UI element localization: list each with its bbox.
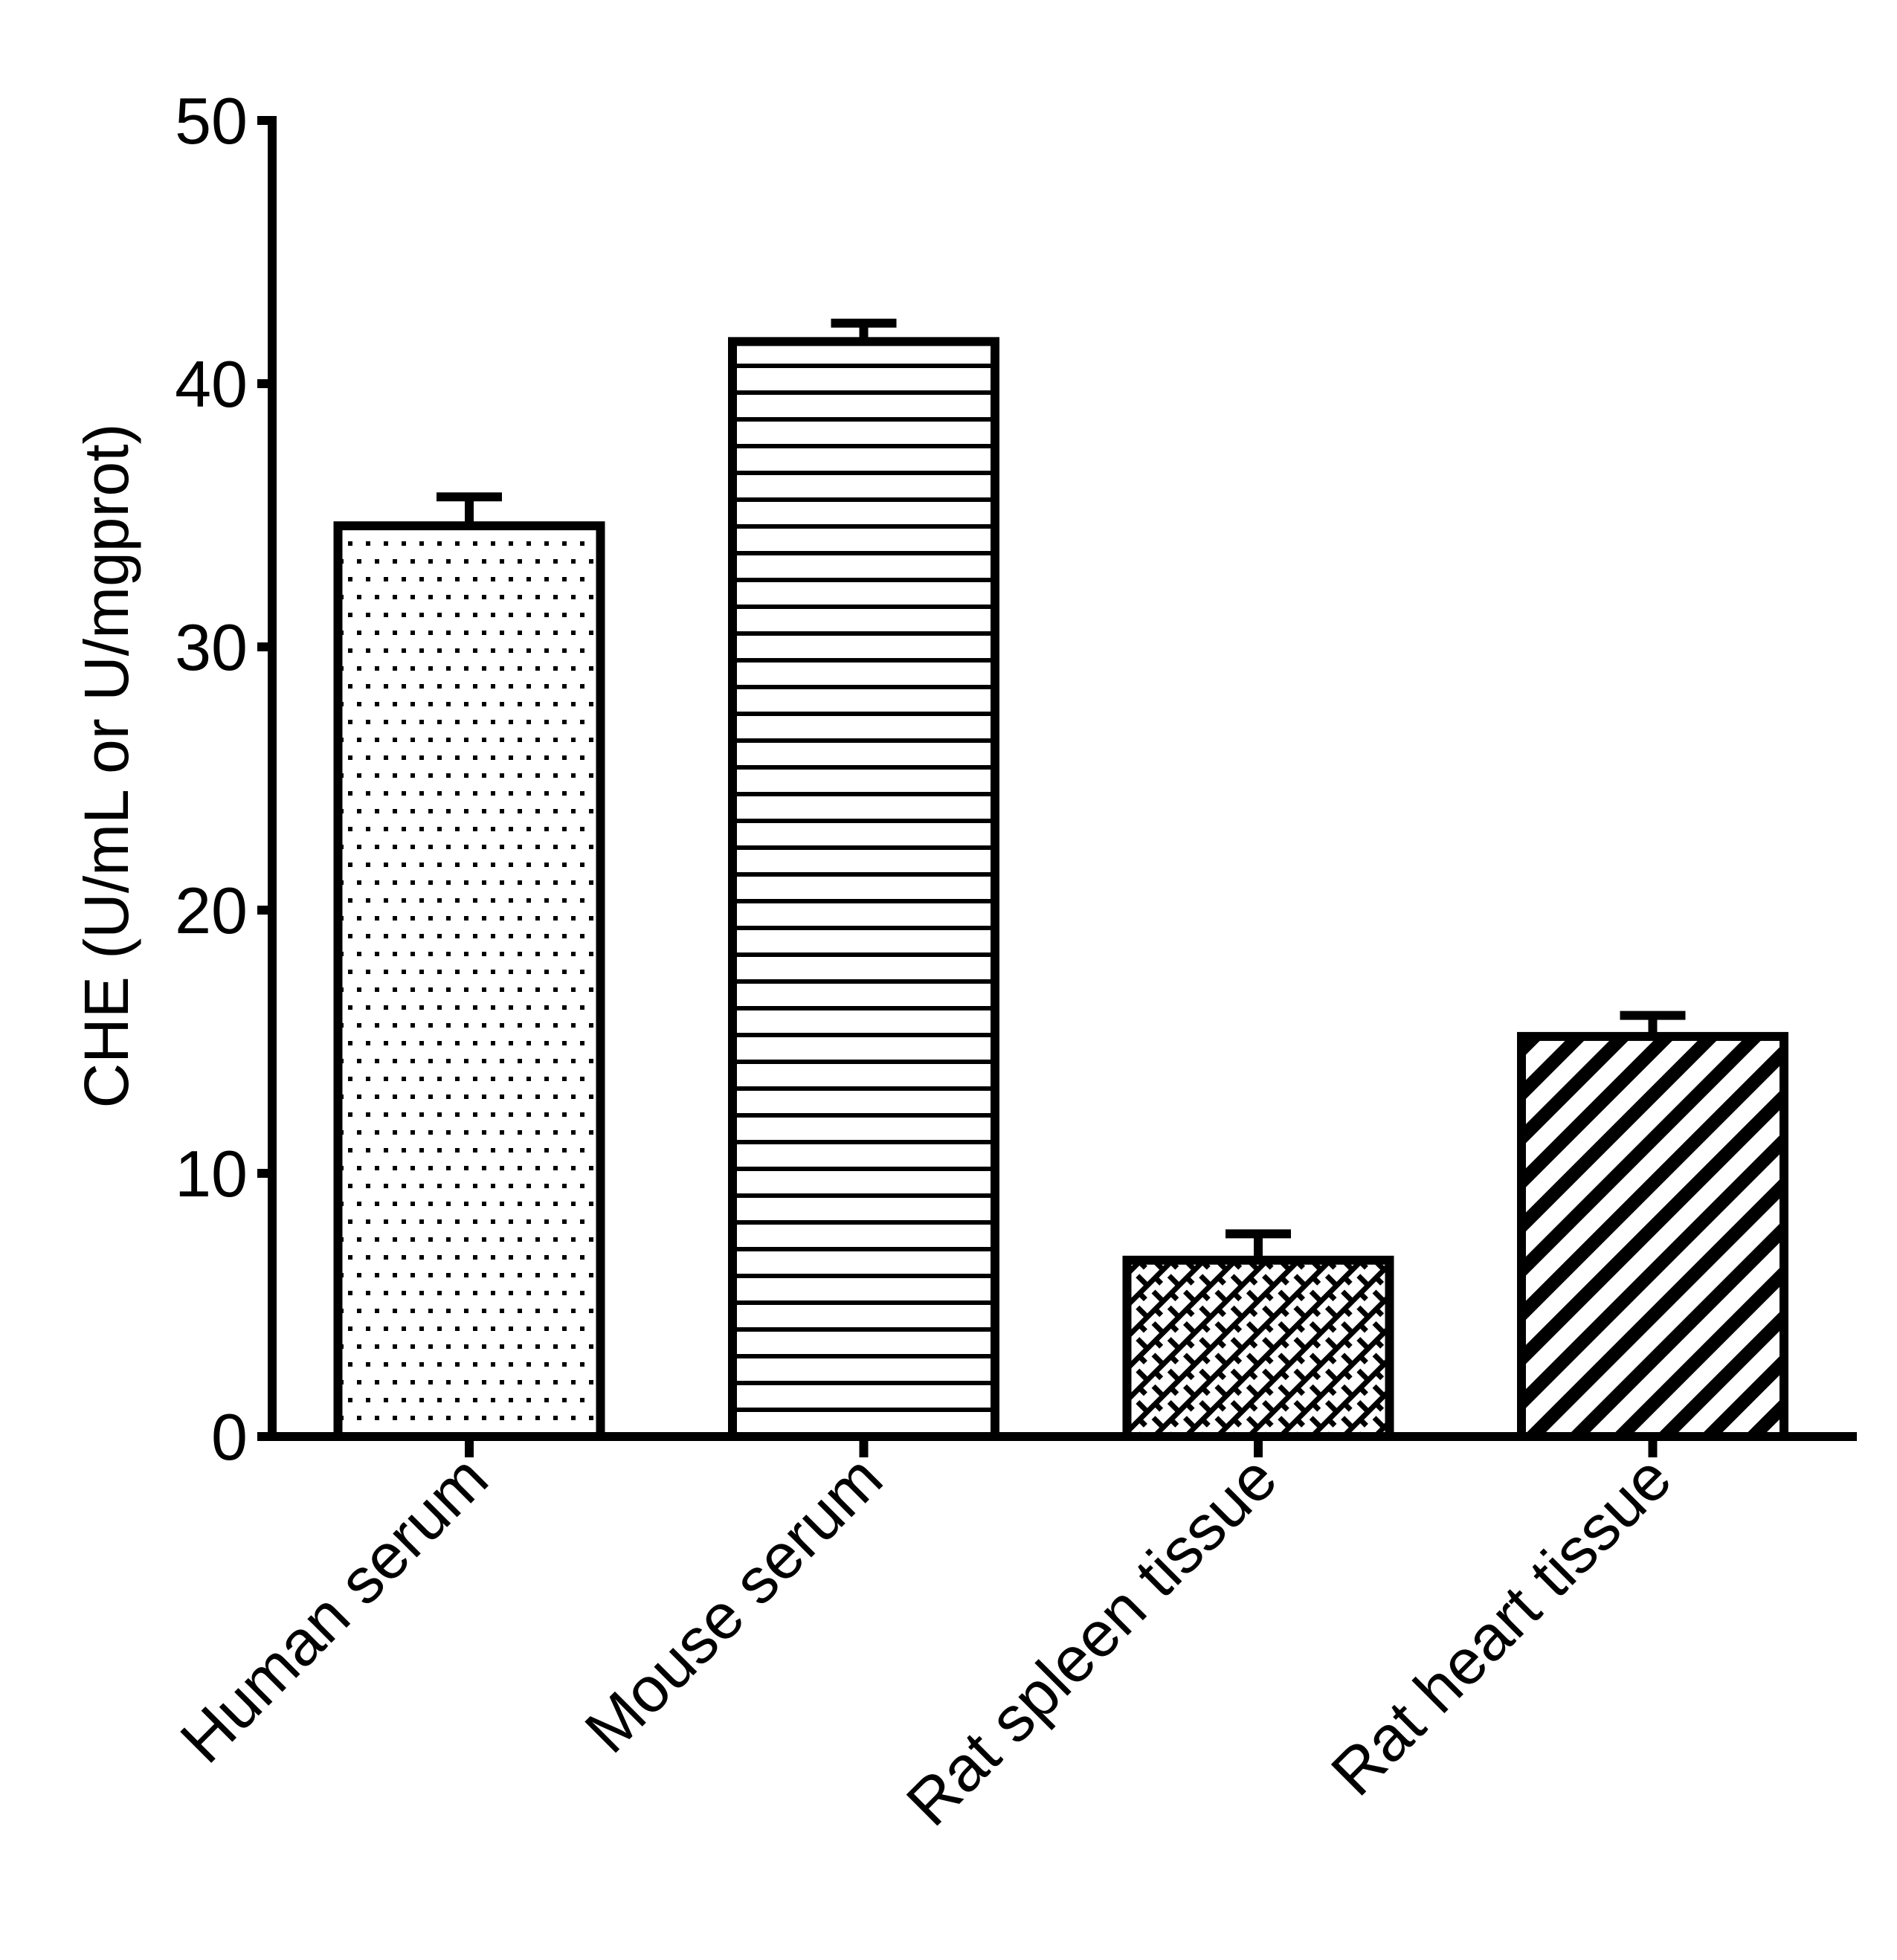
y-tick-label: 0 [211,1400,248,1474]
x-tick-label: Human serum [167,1442,502,1777]
bars-group [333,318,1788,1442]
y-tick-label: 20 [175,874,248,947]
x-tick-label: Mouse serum [572,1442,896,1767]
y-tick-label: 40 [175,347,248,421]
y-tick-label: 50 [175,84,248,158]
y-axis-title: CHE (U/mL or U/mgprot) [71,423,141,1108]
x-tick-label: Rat heart tissue [1318,1442,1685,1810]
bar-rat-heart-tissue [1517,1010,1788,1442]
x-tick-label: Rat spleen tissue [893,1442,1290,1840]
y-axis: 0 10 20 30 40 50 [175,84,277,1474]
bar-rat-spleen-tissue [1122,1229,1394,1441]
bar-human-serum [333,492,605,1441]
bar-rect [1122,1255,1394,1441]
bar-rect [728,337,999,1441]
y-tick-label: 10 [175,1137,248,1211]
bar-rect [1517,1031,1788,1442]
y-axis-label: CHE (U/mL or U/mgprot) [71,423,141,1108]
bar-rect [333,521,605,1441]
y-tick-label: 30 [175,610,248,684]
bar-mouse-serum [728,318,999,1441]
